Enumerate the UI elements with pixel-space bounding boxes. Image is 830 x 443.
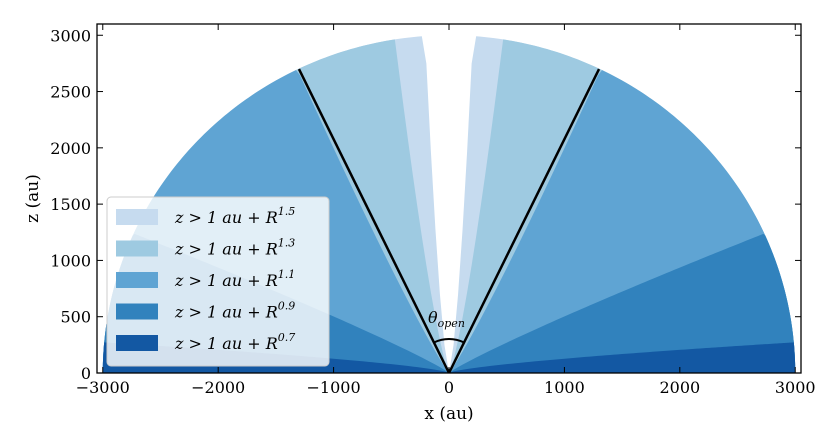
- y-tick-label: 500: [60, 308, 91, 327]
- x-tick-label: 3000: [775, 378, 816, 397]
- legend-entry-main: z > 1 au + R: [174, 208, 278, 227]
- y-tick-label: 3000: [50, 26, 91, 45]
- legend-entry-main: z > 1 au + R: [174, 334, 278, 353]
- x-tick-label: 2000: [659, 378, 700, 397]
- y-tick-label: 1000: [50, 251, 91, 270]
- y-tick-label: 2500: [50, 83, 91, 102]
- opening-angle-arc: [433, 338, 465, 344]
- theta-open-label: θopen: [428, 308, 465, 330]
- opening-angle-annotation: θopen: [428, 308, 465, 344]
- y-axis-label: z (au): [23, 174, 43, 223]
- legend-entry-label: z > 1 au + R1.1: [174, 268, 295, 290]
- y-axis-ticks: 0 500 1000 1500 2000 2500 3000: [50, 26, 801, 383]
- y-tick-label: 2000: [50, 139, 91, 158]
- legend-swatch: [116, 272, 158, 288]
- legend-entry-exponent: 0.9: [278, 300, 296, 313]
- legend-entry-exponent: 1.5: [278, 205, 296, 218]
- legend-entry-label: z > 1 au + R1.3: [174, 237, 295, 259]
- legend-swatch: [116, 240, 158, 257]
- legend-swatch: [116, 303, 158, 320]
- legend-entry-label: z > 1 au + R1.5: [174, 205, 295, 227]
- legend-entry-main: z > 1 au + R: [174, 303, 278, 322]
- theta-subscript: open: [438, 317, 465, 330]
- x-tick-label: 0: [444, 378, 454, 397]
- legend-entry-main: z > 1 au + R: [174, 240, 278, 259]
- legend-entry-main: z > 1 au + R: [174, 271, 278, 290]
- legend-swatch: [116, 209, 158, 225]
- legend: z > 1 au + R1.5z > 1 au + R1.3z > 1 au +…: [106, 196, 330, 367]
- theta-symbol: θ: [428, 308, 438, 327]
- x-tick-label: −2000: [191, 378, 245, 397]
- y-tick-label: 1500: [50, 195, 91, 214]
- legend-entry-exponent: 1.1: [278, 268, 296, 281]
- x-tick-label: −3000: [76, 378, 130, 397]
- y-tick-label: 0: [81, 364, 91, 383]
- legend-entry-exponent: 0.7: [278, 331, 296, 344]
- legend-entry-exponent: 1.3: [278, 237, 296, 250]
- legend-box: [106, 196, 330, 367]
- legend-swatch: [116, 335, 158, 351]
- x-tick-label: −1000: [307, 378, 361, 397]
- opening-line-right: [447, 68, 601, 374]
- x-axis-ticks: −3000 −2000 −1000 0 1000 2000 3000: [76, 24, 816, 397]
- opening-line-left: [297, 68, 451, 374]
- x-tick-label: 1000: [544, 378, 585, 397]
- x-axis-label: x (au): [424, 404, 473, 424]
- legend-entry-label: z > 1 au + R0.9: [174, 300, 295, 322]
- legend-entry-label: z > 1 au + R0.7: [174, 331, 295, 353]
- opening-angle-lines: [297, 68, 601, 374]
